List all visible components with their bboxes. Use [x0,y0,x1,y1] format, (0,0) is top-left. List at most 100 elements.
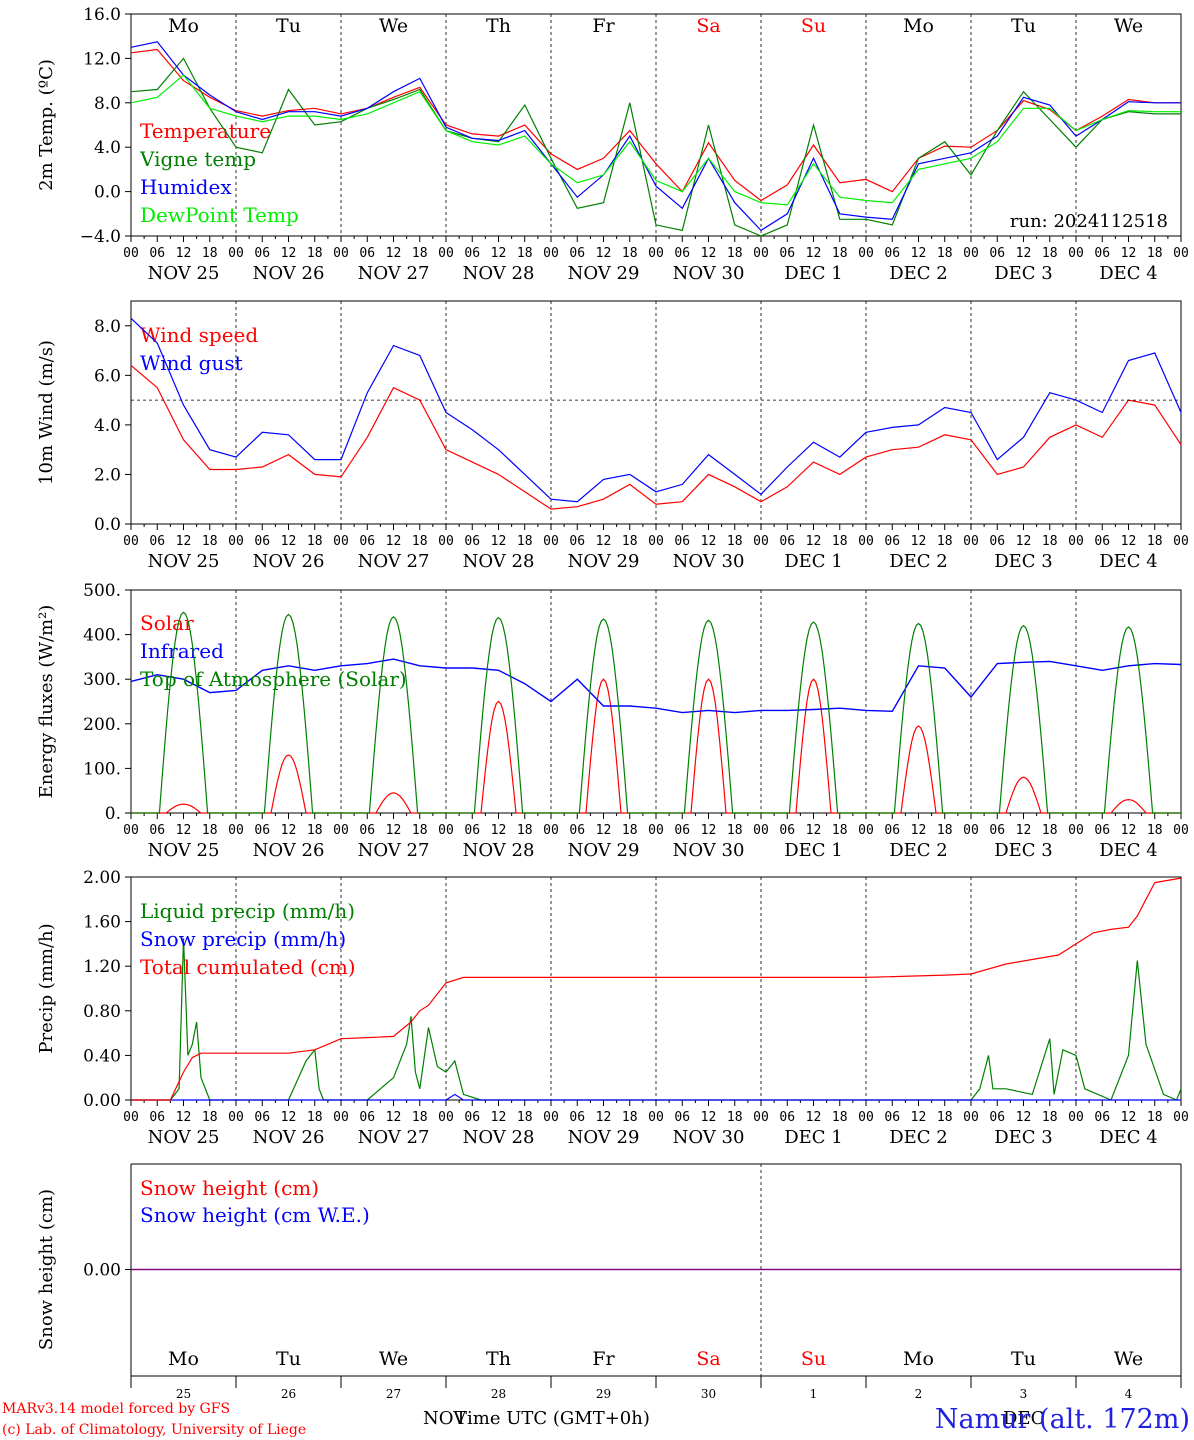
y-tick-label: 200. [83,715,121,735]
legend-entry: DewPoint Temp [140,203,299,227]
hour-label: 06 [989,246,1005,261]
hour-label: 06 [674,1110,690,1125]
hour-label: 06 [569,823,585,838]
date-label: DEC 2 [889,1127,948,1148]
weekday-label: We [1114,15,1143,37]
hour-label: 00 [438,1110,454,1125]
date-label: NOV 30 [673,551,745,572]
date-label: DEC 1 [784,263,843,284]
date-label: NOV 29 [568,840,640,861]
legend-entry: Snow height (cm W.E.) [140,1203,370,1227]
date-label: NOV 26 [253,551,325,572]
footer-nov: NOV [423,1408,467,1429]
date-label: DEC 3 [994,263,1053,284]
date-label: NOV 28 [463,263,535,284]
day-number: 1 [810,1387,818,1401]
legend-entry: Infrared [140,639,224,663]
y-tick-label: 500. [83,581,121,601]
day-number: 26 [281,1387,296,1401]
hour-label: 18 [727,246,743,261]
hour-label: 12 [911,1110,927,1125]
series-line-top-of-atmosphere-solar- [131,611,1181,814]
legend-entry: Humidex [140,175,232,199]
hour-label: 06 [569,1110,585,1125]
hour-label: 12 [806,534,822,549]
hour-label: 18 [622,246,638,261]
day-number: 25 [176,1387,191,1401]
hour-label: 00 [963,823,979,838]
date-label: NOV 27 [358,1127,430,1148]
date-label: NOV 27 [358,263,430,284]
weekday-label: Su [801,15,826,37]
hour-label: 18 [202,1110,218,1125]
hour-label: 00 [963,1110,979,1125]
date-label: NOV 25 [148,263,220,284]
hour-label: 06 [569,246,585,261]
hour-label: 00 [543,246,559,261]
hour-label: 00 [228,534,244,549]
date-label: NOV 30 [673,840,745,861]
y-tick-label: 0.0 [94,515,121,535]
panel-3: 500. 400. 300. 200. 100. 0. Energy fluxes (W/m… [36,581,1189,861]
hour-label: 18 [622,1110,638,1125]
hour-label: 18 [937,1110,953,1125]
date-label: NOV 25 [148,1127,220,1148]
hour-label: 06 [779,1110,795,1125]
hour-label: 12 [806,1110,822,1125]
legend-entry: Top of Atmosphere (Solar) [140,667,407,691]
series-line-wind-speed [130,364,1182,510]
hour-label: 00 [438,246,454,261]
series-line-vigne-temp [130,57,1181,237]
hour-label: 06 [149,246,165,261]
y-tick-label: 8.0 [94,94,121,114]
hour-label: 00 [753,823,769,838]
day-number: 27 [386,1387,401,1401]
hour-label: 06 [989,534,1005,549]
day-number: 2 [915,1387,923,1401]
weekday-label: Th [486,1348,511,1370]
footer-station: Namur (alt. 172m) [935,1404,1190,1435]
weekday-label: Mo [903,1348,934,1370]
hour-label: 00 [543,823,559,838]
y-tick-label: 12.0 [83,49,121,69]
hour-label: 00 [753,1110,769,1125]
hour-label: 06 [884,534,900,549]
weekday-label: Fr [592,15,615,37]
hour-label: 12 [386,246,402,261]
hour-label: 12 [176,246,192,261]
hour-label: 00 [858,823,874,838]
y-tick-label: 2.0 [94,465,121,485]
hour-label: 00 [438,823,454,838]
hour-label: 06 [359,246,375,261]
date-label: NOV 26 [253,840,325,861]
series-line-humidex [130,41,1181,232]
hour-label: 00 [123,246,139,261]
hour-label: 12 [806,246,822,261]
hour-label: 00 [543,1110,559,1125]
hour-label: 00 [438,534,454,549]
y-tick-label: 4.0 [94,416,121,436]
date-label: DEC 4 [1099,551,1158,572]
hour-label: 06 [359,1110,375,1125]
hour-label: 00 [123,823,139,838]
date-label: NOV 28 [463,551,535,572]
weekday-label: Mo [168,1348,199,1370]
hour-label: 18 [202,246,218,261]
hour-label: 12 [701,1110,717,1125]
series-line-dewpoint-temp [130,74,1181,206]
hour-label: 18 [517,534,533,549]
hour-label: 06 [149,823,165,838]
hour-label: 12 [701,534,717,549]
hour-label: 00 [1173,534,1189,549]
hour-label: 18 [1042,246,1058,261]
hour-label: 12 [491,823,507,838]
hour-label: 06 [464,1110,480,1125]
weekday-label: Sa [696,15,720,37]
panel-1: 16.0 12.0 8.0 4.0 0.0 −4.0 2m Temp. (ºC) 00 06 12… [36,5,1189,284]
y-tick-label: 0.40 [83,1046,121,1066]
hour-label: 06 [149,534,165,549]
day-number: 3 [1020,1387,1028,1401]
hour-label: 18 [727,534,743,549]
hour-label: 12 [176,823,192,838]
